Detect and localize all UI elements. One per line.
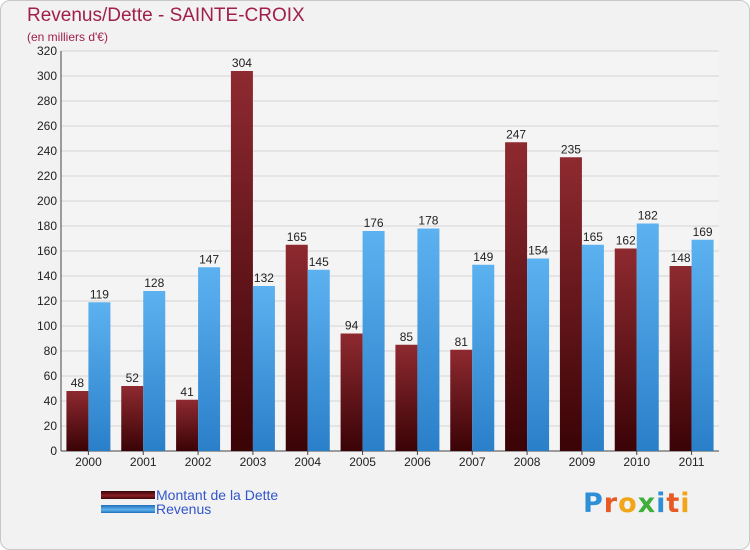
y-tick-label: 0 [50,444,57,458]
data-label-revenus-2002: 147 [199,252,219,266]
bar-revenus-2005 [362,231,385,451]
data-label-revenus-2003: 132 [254,271,274,285]
data-label-dette-2000: 48 [71,376,85,390]
chart-subtitle: (en milliers d'€) [27,30,108,44]
x-tick-label-2007: 2007 [459,455,486,469]
legend-item-dette: Montant de la Dette [101,487,401,503]
data-label-revenus-2009: 165 [583,230,603,244]
bar-dette-2004 [285,244,308,451]
logo-letter: r [603,488,619,519]
data-label-revenus-2008: 154 [528,244,548,258]
y-tick-label: 320 [37,44,57,58]
y-tick-label: 60 [44,369,58,383]
legend-label-dette: Montant de la Dette [156,487,279,503]
bar-dette-2005 [340,333,363,451]
x-tick-label-2000: 2000 [75,455,102,469]
x-tick-label-2005: 2005 [349,455,376,469]
data-label-dette-2011: 148 [671,251,691,265]
bar-revenus-2009 [581,244,604,451]
data-label-revenus-2004: 145 [309,255,329,269]
chart-title: Revenus/Dette - SAINTE-CROIX [27,5,305,26]
x-tick-label-2002: 2002 [185,455,212,469]
logo-letter: i [680,488,691,519]
legend-label-revenus: Revenus [156,501,212,517]
bar-dette-2000 [66,391,89,451]
y-tick-label: 120 [37,294,57,308]
data-label-revenus-2007: 149 [473,250,493,264]
data-label-revenus-2006: 178 [418,214,438,228]
y-tick-label: 280 [37,94,57,108]
bar-dette-2002 [176,399,199,451]
x-tick-label-2008: 2008 [514,455,541,469]
legend-swatch-revenus [101,505,155,513]
data-label-dette-2002: 41 [180,385,194,399]
data-label-dette-2005: 94 [345,319,359,333]
y-tick-label: 160 [37,244,57,258]
data-label-revenus-2010: 182 [638,209,658,223]
x-tick-label-2006: 2006 [404,455,431,469]
data-label-dette-2008: 247 [506,127,526,141]
bar-revenus-2011 [691,239,714,451]
y-tick-label: 180 [37,219,57,233]
data-label-dette-2007: 81 [455,335,469,349]
data-label-revenus-2005: 176 [364,216,384,230]
x-tick-label-2009: 2009 [569,455,596,469]
logo-letter: x [637,488,657,519]
data-label-dette-2004: 165 [287,230,307,244]
x-tick-label-2001: 2001 [130,455,157,469]
bar-dette-2009 [559,157,582,451]
data-label-dette-2009: 235 [561,142,581,156]
y-tick-label: 100 [37,319,57,333]
legend-item-revenus: Revenus [101,501,401,517]
bar-revenus-2007 [472,264,495,451]
x-tick-label-2011: 2011 [679,455,705,469]
bar-dette-2006 [395,344,418,451]
y-tick-label: 260 [37,119,57,133]
logo-letter: P [583,488,604,519]
bar-revenus-2002 [198,267,221,451]
data-label-dette-2003: 304 [232,56,252,70]
logo-letter: i [656,488,667,519]
bar-dette-2001 [121,386,144,451]
bar-revenus-2003 [252,286,275,451]
bar-dette-2007 [450,349,473,451]
proxiti-logo: Proxiti [583,488,691,519]
bar-dette-2010 [614,248,637,451]
bar-revenus-2004 [307,269,330,451]
y-tick-label: 200 [37,194,57,208]
bar-revenus-2006 [417,228,440,451]
y-tick-label: 40 [44,394,58,408]
bar-revenus-2000 [88,302,111,451]
y-tick-label: 240 [37,144,57,158]
data-label-dette-2001: 52 [126,371,140,385]
bar-revenus-2001 [143,291,166,451]
y-tick-label: 80 [44,344,58,358]
x-tick-label-2004: 2004 [294,455,321,469]
data-label-revenus-2001: 128 [144,276,164,290]
y-tick-label: 140 [37,269,57,283]
y-tick-label: 300 [37,69,57,83]
bar-dette-2003 [230,71,253,451]
bar-revenus-2010 [636,223,659,451]
data-label-revenus-2000: 119 [90,287,109,301]
data-label-dette-2006: 85 [400,330,414,344]
bar-dette-2008 [505,142,528,451]
x-tick-label-2010: 2010 [623,455,650,469]
y-tick-label: 20 [44,419,58,433]
y-tick-label: 220 [37,169,57,183]
x-tick-label-2003: 2003 [240,455,267,469]
logo-letter: t [666,488,681,519]
bar-dette-2011 [669,266,692,451]
legend-swatch-dette [101,491,155,499]
data-label-dette-2010: 162 [616,234,636,248]
logo-letter: o [618,488,638,519]
data-label-revenus-2011: 169 [693,225,713,239]
bar-revenus-2008 [527,258,550,451]
